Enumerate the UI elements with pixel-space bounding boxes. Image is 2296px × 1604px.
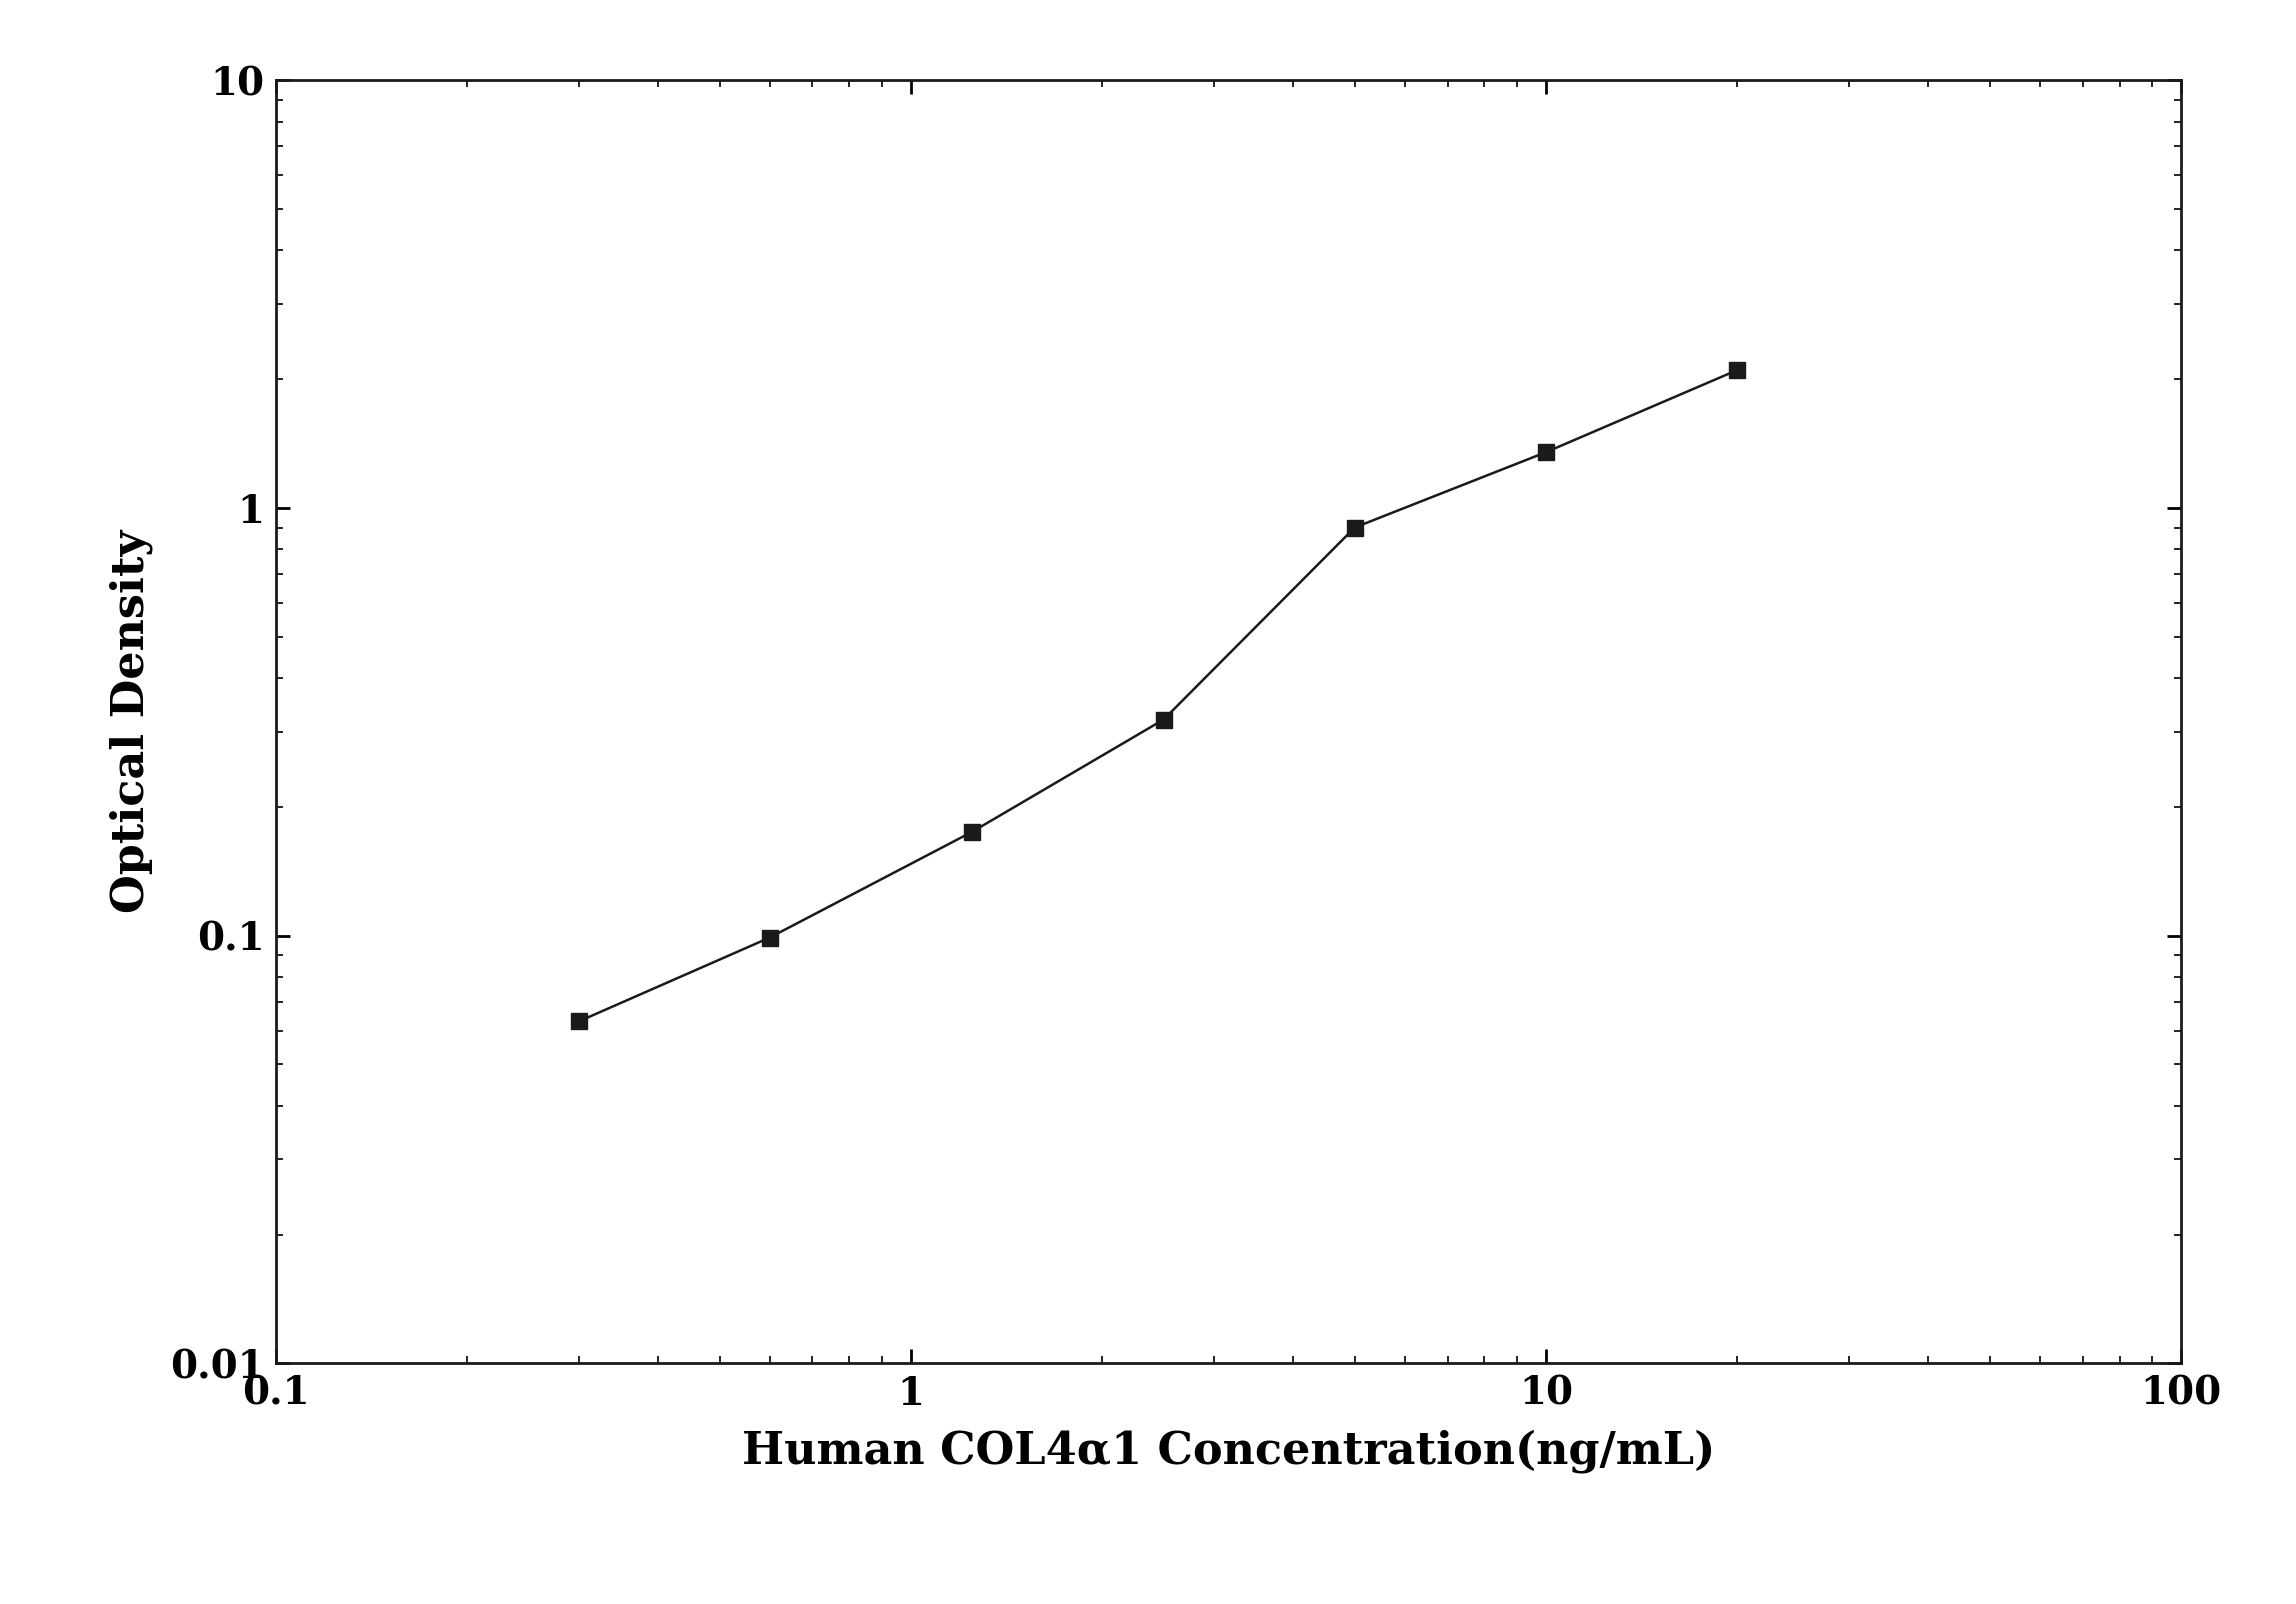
X-axis label: Human COL4α1 Concentration(ng/mL): Human COL4α1 Concentration(ng/mL)	[742, 1429, 1715, 1472]
Y-axis label: Optical Density: Optical Density	[110, 531, 154, 913]
